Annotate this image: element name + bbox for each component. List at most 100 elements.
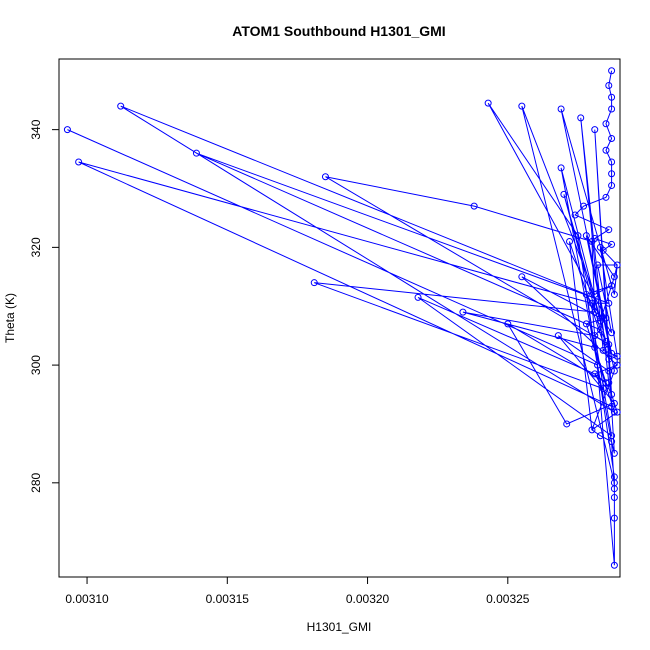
y-tick-label: 320 — [29, 237, 43, 257]
x-tick-label: 0.00310 — [65, 592, 109, 606]
x-tick-label: 0.00315 — [206, 592, 250, 606]
x-tick-label: 0.00320 — [346, 592, 390, 606]
data-point — [574, 232, 582, 240]
data-point — [610, 408, 618, 416]
data-point — [566, 237, 574, 245]
data-point — [610, 514, 618, 522]
data-point — [610, 290, 618, 298]
x-axis-label: H1301_GMI — [307, 620, 372, 634]
data-point — [560, 190, 568, 198]
data-point — [608, 432, 616, 440]
data-point — [608, 182, 616, 190]
data-point — [610, 367, 618, 375]
data-point — [613, 361, 621, 369]
data-point — [608, 391, 616, 399]
x-axis: 0.00310 0.00315 0.00320 0.00325 — [65, 576, 530, 606]
data-point — [605, 379, 613, 387]
data-point — [470, 202, 478, 210]
data-point — [557, 105, 565, 113]
data-point — [557, 164, 565, 172]
data-point — [613, 408, 621, 416]
data-point — [602, 379, 610, 387]
data-point — [571, 211, 579, 219]
data-point — [310, 279, 318, 287]
data-point — [596, 432, 604, 440]
data-point — [459, 308, 467, 316]
data-point — [599, 346, 607, 354]
data-point — [608, 282, 616, 290]
data-point — [608, 134, 616, 142]
data-point — [608, 170, 616, 178]
data-point — [117, 102, 125, 110]
data-point — [602, 338, 610, 346]
data-point — [608, 67, 616, 75]
series-points — [63, 67, 621, 569]
data-point — [596, 326, 604, 334]
data-point — [594, 361, 602, 369]
data-point — [192, 149, 200, 157]
data-point — [608, 349, 616, 357]
data-point — [504, 320, 512, 328]
data-point — [582, 320, 590, 328]
data-point — [602, 193, 610, 201]
series-lines — [67, 70, 618, 566]
y-tick-label: 340 — [29, 119, 43, 139]
data-point — [591, 343, 599, 351]
data-point — [582, 290, 590, 298]
data-point — [602, 120, 610, 128]
data-point — [610, 449, 618, 457]
data-point — [588, 299, 596, 307]
data-point — [577, 114, 585, 122]
y-axis: 280 300 320 340 — [29, 119, 60, 493]
x-tick-label: 0.00325 — [486, 592, 530, 606]
data-point — [608, 240, 616, 248]
data-point — [610, 273, 618, 281]
data-point — [75, 158, 83, 166]
data-point — [608, 158, 616, 166]
data-point — [610, 473, 618, 481]
data-point — [613, 352, 621, 360]
data-point — [588, 237, 596, 245]
data-point — [608, 105, 616, 113]
data-point — [605, 81, 613, 89]
data-point — [596, 314, 604, 322]
data-point — [605, 355, 613, 363]
data-point — [613, 261, 621, 269]
data-point — [610, 561, 618, 569]
y-axis-label: Theta (K) — [3, 293, 17, 343]
y-tick-label: 280 — [29, 472, 43, 492]
data-point — [596, 317, 604, 325]
data-point — [63, 126, 71, 134]
data-point — [610, 485, 618, 493]
data-point — [610, 494, 618, 502]
data-point — [605, 299, 613, 307]
data-point — [596, 243, 604, 251]
chart-title: ATOM1 Southbound H1301_GMI — [232, 23, 445, 39]
data-point — [591, 126, 599, 134]
data-point — [580, 202, 588, 210]
data-point — [484, 99, 492, 107]
data-point — [591, 290, 599, 298]
data-point — [518, 273, 526, 281]
data-point — [605, 226, 613, 234]
data-point — [414, 293, 422, 301]
data-point — [518, 102, 526, 110]
data-point — [321, 173, 329, 181]
data-point — [599, 385, 607, 393]
y-tick-label: 300 — [29, 355, 43, 375]
series-line — [67, 70, 618, 566]
data-point — [608, 402, 616, 410]
data-point — [582, 232, 590, 240]
data-point — [608, 329, 616, 337]
data-point — [608, 93, 616, 101]
data-point — [588, 426, 596, 434]
data-point — [591, 370, 599, 378]
data-point — [591, 332, 599, 340]
data-point — [594, 261, 602, 269]
data-point — [554, 332, 562, 340]
data-point — [602, 146, 610, 154]
data-point — [591, 308, 599, 316]
data-point — [563, 420, 571, 428]
